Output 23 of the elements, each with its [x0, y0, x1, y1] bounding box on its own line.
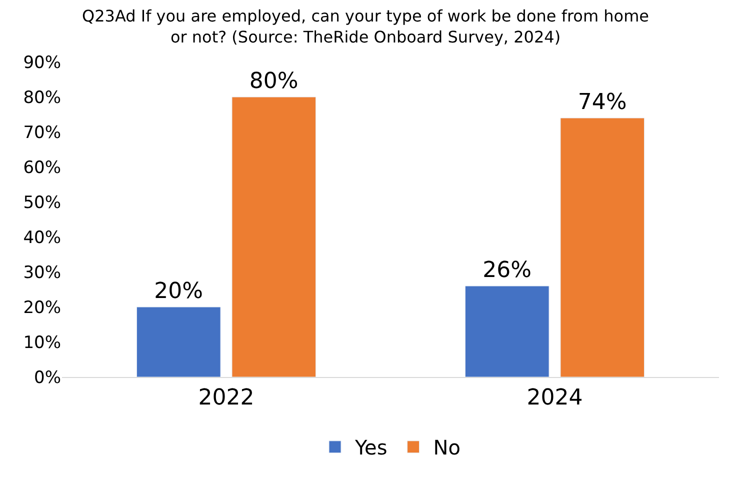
data-label: 20% — [154, 279, 204, 304]
bar — [232, 96, 316, 377]
data-label: 80% — [249, 69, 298, 94]
y-tick-label: 30% — [23, 262, 61, 283]
y-tick-label: 80% — [23, 88, 61, 108]
y-tick-label: 0% — [34, 368, 61, 388]
legend-label: No — [433, 436, 460, 460]
y-tick-label: 60% — [23, 158, 61, 178]
data-label: 74% — [578, 90, 627, 115]
bar — [560, 118, 645, 377]
legend-label: Yes — [354, 436, 388, 460]
y-tick-label: 10% — [23, 332, 61, 353]
y-tick-label: 50% — [23, 192, 61, 213]
y-tick-label: 90% — [23, 52, 61, 73]
bar — [136, 306, 221, 377]
y-tick-label: 40% — [23, 228, 61, 248]
chart-title: Q23Ad If you are employed, can your type of work be done from home or not? (Source: TheRide Onboard Survey, 2024) — [82, 6, 650, 46]
x-tick-label: 2022 — [198, 385, 254, 410]
data-label: 26% — [482, 258, 532, 283]
x-tick-label: 2024 — [526, 385, 583, 410]
y-tick-label: 20% — [23, 298, 61, 318]
y-tick-label: 70% — [23, 122, 61, 143]
bar — [464, 286, 550, 377]
